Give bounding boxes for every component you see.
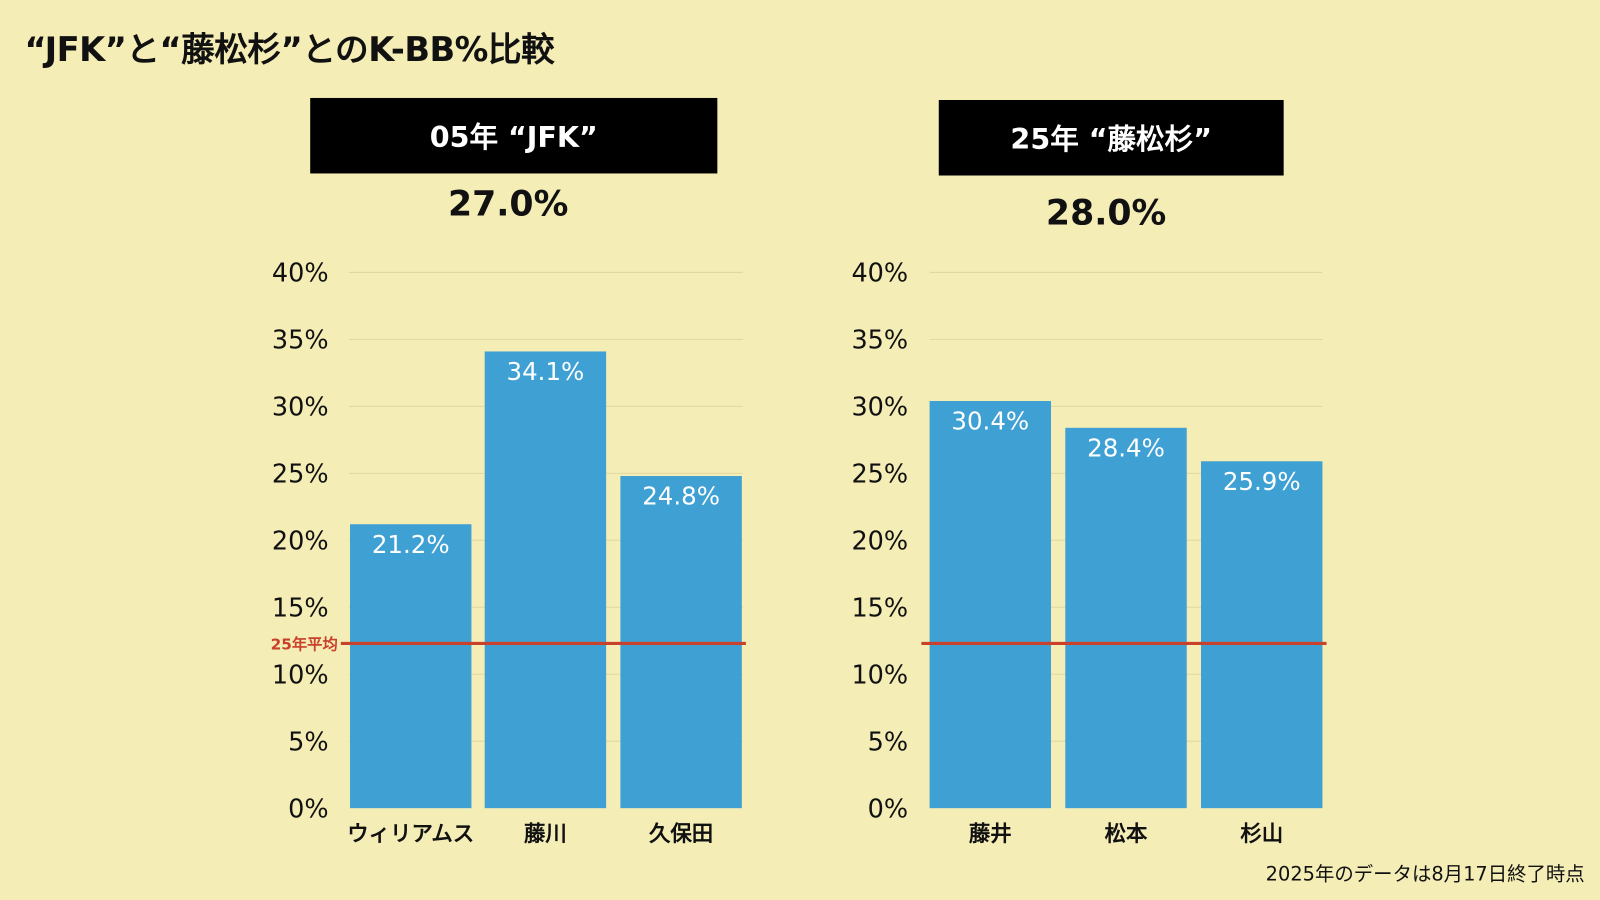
x-category-label: 藤川 (524, 821, 567, 847)
bar-value-label: 25.9% (1223, 467, 1301, 496)
bar (484, 351, 607, 809)
chart-header-jfk: 05年 “JFK” (310, 97, 718, 174)
y-tick-label: 0% (868, 794, 908, 824)
x-category-label: ウィリアムス (347, 822, 474, 847)
y-tick-label: 35% (272, 326, 329, 356)
bar-value-label: 34.1% (507, 357, 585, 386)
x-category-label: 松本 (1105, 822, 1148, 847)
y-tick-label: 10% (851, 660, 908, 690)
y-tick-label: 5% (288, 727, 328, 757)
footnote: 2025年のデータは8月17日終了時点 (1265, 863, 1585, 886)
y-tick-label: 35% (851, 326, 908, 356)
x-category-label: 藤井 (969, 821, 1012, 847)
page-title: “JFK”と“藤松杉”とのK-BB%比較 (24, 29, 555, 70)
y-tick-label: 5% (868, 727, 908, 757)
y-tick-label: 10% (272, 660, 329, 690)
y-tick-label: 30% (851, 393, 908, 423)
bar-value-label: 28.4% (1087, 433, 1165, 462)
y-tick-label: 40% (851, 259, 908, 289)
bar (349, 524, 472, 809)
y-tick-label: 20% (272, 526, 329, 556)
bar-value-label: 30.4% (951, 407, 1029, 436)
bar-value-label: 24.8% (642, 482, 720, 511)
y-tick-label: 0% (288, 794, 328, 824)
bar (1201, 461, 1323, 809)
bar-value-label: 21.2% (372, 530, 450, 559)
y-tick-label: 15% (272, 593, 329, 623)
chart-header-fujimatsusugi: 25年 “藤松杉” (938, 99, 1284, 176)
bar (929, 401, 1052, 809)
total-label-jfk: 27.0% (447, 183, 569, 225)
y-tick-label: 40% (272, 259, 329, 289)
average-line-label: 25年平均 (271, 636, 338, 654)
y-tick-label: 25% (272, 460, 329, 490)
bar (1065, 427, 1187, 809)
x-category-label: 杉山 (1240, 821, 1283, 847)
y-tick-label: 20% (851, 526, 908, 556)
y-tick-label: 15% (851, 593, 908, 623)
total-label-fujimatsusugi: 28.0% (1045, 192, 1167, 234)
x-category-label: 久保田 (649, 821, 713, 847)
y-tick-label: 25% (851, 460, 908, 490)
y-tick-label: 30% (272, 393, 329, 423)
